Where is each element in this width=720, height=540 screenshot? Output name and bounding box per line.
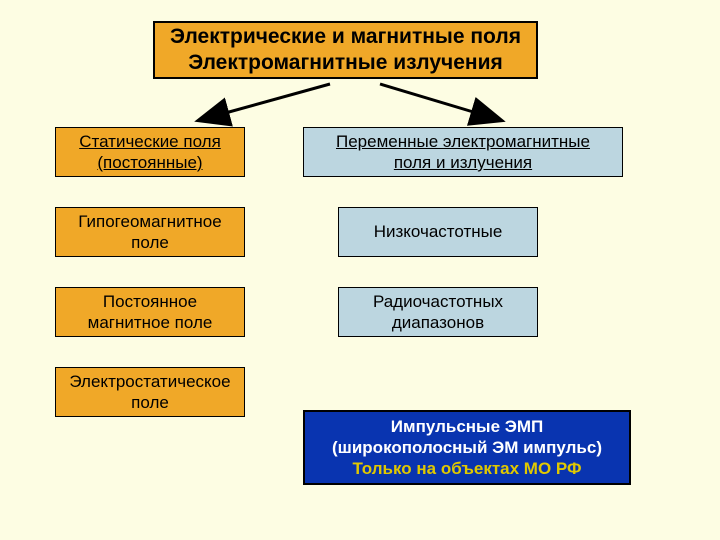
right-item-1-line1: Радиочастотных bbox=[373, 292, 503, 311]
left-item-1-line2: магнитное поле bbox=[88, 313, 213, 332]
footer-white-text: Импульсные ЭМП (широкополосный ЭМ импуль… bbox=[332, 416, 602, 459]
left-item-2: Электростатическое поле bbox=[55, 367, 245, 417]
right-item-0: Низкочастотные bbox=[338, 207, 538, 257]
left-item-0-line2: поле bbox=[131, 233, 169, 252]
footer-box: Импульсные ЭМП (широкополосный ЭМ импуль… bbox=[303, 410, 631, 485]
left-item-0-line1: Гипогеомагнитное bbox=[78, 212, 221, 231]
left-item-0: Гипогеомагнитное поле bbox=[55, 207, 245, 257]
arrow-right bbox=[380, 84, 500, 120]
footer-yellow-text: Только на объектах МО РФ bbox=[332, 458, 602, 479]
arrow-left bbox=[200, 84, 330, 120]
root-line1: Электрические и магнитные поля bbox=[170, 24, 521, 50]
right-branch-header: Переменные электромагнитные поля и излуч… bbox=[303, 127, 623, 177]
left-item-2-line1: Электростатическое bbox=[69, 372, 230, 391]
right-item-1-line2: диапазонов bbox=[392, 313, 484, 332]
left-header-line1: Статические поля bbox=[79, 132, 221, 151]
footer-line1b: (широкополосный ЭМ импульс) bbox=[332, 438, 602, 457]
right-item-0-line1: Низкочастотные bbox=[374, 222, 503, 241]
left-branch-header: Статические поля (постоянные) bbox=[55, 127, 245, 177]
left-item-2-line2: поле bbox=[131, 393, 169, 412]
footer-line1a: Импульсные ЭМП bbox=[391, 417, 543, 436]
left-item-1-line1: Постоянное bbox=[103, 292, 197, 311]
right-item-1: Радиочастотных диапазонов bbox=[338, 287, 538, 337]
left-header-line2: (постоянные) bbox=[97, 153, 202, 172]
left-item-1: Постоянное магнитное поле bbox=[55, 287, 245, 337]
root-title-box: Электрические и магнитные поля Электрома… bbox=[153, 21, 538, 79]
root-line2: Электромагнитные излучения bbox=[170, 50, 521, 76]
right-header-line2: поля и излучения bbox=[394, 153, 532, 172]
right-header-line1: Переменные электромагнитные bbox=[336, 132, 590, 151]
